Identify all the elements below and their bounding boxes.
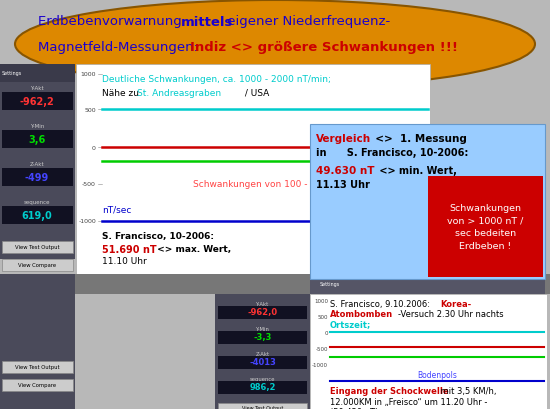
Text: Y-Akt: Y-Akt [256, 302, 269, 307]
Text: Schwankungen von 100 - 500: Schwankungen von 100 - 500 [192, 180, 327, 189]
Text: nT/sec: nT/sec [102, 205, 131, 214]
Bar [2, 93, 73, 111]
Text: View Compare: View Compare [18, 263, 56, 268]
Text: -1000: -1000 [312, 363, 328, 368]
Text: 1000: 1000 [80, 72, 96, 77]
Bar [2, 241, 73, 254]
Bar [0, 65, 75, 83]
Bar [2, 207, 73, 225]
Text: -1000: -1000 [78, 219, 96, 224]
Text: Korea-: Korea- [440, 300, 471, 309]
Bar [310, 274, 545, 294]
Bar [0, 65, 75, 259]
Text: Nähe zu: Nähe zu [102, 88, 142, 97]
Text: -499: -499 [25, 173, 49, 182]
Text: mit 3,5 KM/h,: mit 3,5 KM/h, [438, 387, 497, 396]
Text: View Test Output: View Test Output [15, 245, 59, 250]
Text: sequence: sequence [250, 377, 275, 382]
Text: -3,3: -3,3 [254, 333, 272, 342]
Text: Magnetfeld-Messungen:: Magnetfeld-Messungen: [38, 41, 206, 54]
Bar [76, 65, 430, 274]
Bar [218, 331, 307, 344]
Text: 986,2: 986,2 [249, 382, 276, 391]
Text: mittels: mittels [181, 16, 233, 29]
Text: Vergleich: Vergleich [316, 134, 371, 144]
Text: 49.630 nT: 49.630 nT [316, 166, 375, 175]
Text: sequence: sequence [24, 200, 50, 205]
Text: 0: 0 [92, 145, 96, 150]
Text: -962,0: -962,0 [248, 308, 278, 317]
Text: Erdbebenvorwarnung: Erdbebenvorwarnung [38, 16, 186, 29]
Text: Deutliche Schwankungen, ca. 1000 - 2000 nT/min;: Deutliche Schwankungen, ca. 1000 - 2000 … [102, 75, 331, 84]
Text: -962,2: -962,2 [20, 97, 54, 107]
Bar [215, 294, 310, 409]
Text: Z-Akt: Z-Akt [255, 352, 270, 357]
Text: S. Francisco, 9.10.2006:: S. Francisco, 9.10.2006: [330, 300, 433, 309]
Text: -Versuch 2.30 Uhr nachts: -Versuch 2.30 Uhr nachts [398, 310, 504, 319]
Bar [2, 361, 73, 373]
Bar [218, 403, 307, 409]
Text: 3,6: 3,6 [29, 135, 46, 145]
Text: <> max. Wert,: <> max. Wert, [154, 245, 231, 254]
Bar [428, 177, 543, 277]
Text: Y-Akt: Y-Akt [30, 86, 44, 91]
Text: 51.690 nT: 51.690 nT [102, 245, 157, 254]
Text: in      S. Francisco, 10-2006:: in S. Francisco, 10-2006: [316, 148, 469, 157]
Text: <>  1. Messung: <> 1. Messung [368, 134, 467, 144]
Bar [218, 381, 307, 394]
Text: S. Francisco, 10-2006:: S. Francisco, 10-2006: [102, 232, 214, 241]
Text: 1000: 1000 [314, 299, 328, 304]
Text: -4013: -4013 [249, 357, 276, 366]
Bar [2, 379, 73, 391]
Bar [2, 259, 73, 271]
Ellipse shape [15, 1, 535, 89]
Text: Atombomben: Atombomben [330, 310, 393, 319]
Text: View Test Output: View Test Output [242, 405, 283, 409]
Text: 11.13 Uhr: 11.13 Uhr [316, 180, 370, 189]
Text: -500: -500 [82, 182, 96, 187]
Text: -500: -500 [316, 347, 328, 352]
Bar [310, 294, 547, 409]
Bar [218, 306, 307, 319]
Bar [218, 356, 307, 369]
Text: / USA: / USA [242, 88, 270, 97]
Text: Y-Min: Y-Min [30, 124, 44, 129]
Text: View Compare: View Compare [18, 382, 56, 388]
Text: Z-Akt: Z-Akt [30, 162, 45, 167]
Text: Eingang der Schockwelle: Eingang der Schockwelle [330, 387, 449, 396]
Bar [310, 125, 545, 279]
Text: View Test Output: View Test Output [15, 364, 59, 370]
Text: Ortszeit;: Ortszeit; [330, 320, 371, 329]
Text: 500: 500 [317, 315, 328, 320]
Bar [2, 131, 73, 148]
Text: Bodenpols: Bodenpols [417, 371, 457, 380]
Text: eigener Niederfrequenz-: eigener Niederfrequenz- [223, 16, 390, 29]
Text: <> min. Wert,: <> min. Wert, [376, 166, 457, 175]
Bar [0, 274, 75, 409]
Text: 0: 0 [324, 331, 328, 336]
Text: St. Andreasgraben: St. Andreasgraben [137, 88, 221, 97]
Bar [2, 169, 73, 187]
Text: Y-Min: Y-Min [256, 327, 270, 332]
Text: 11.10 Uhr: 11.10 Uhr [102, 257, 147, 266]
Text: Settings: Settings [2, 71, 22, 76]
Text: Settings: Settings [320, 282, 340, 287]
Text: 12.000KM in „Freisco“ um 11.20 Uhr -: 12.000KM in „Freisco“ um 11.20 Uhr - [330, 398, 487, 407]
Text: Indiz <> größere Schwankungen !!!: Indiz <> größere Schwankungen !!! [190, 41, 458, 54]
Text: (50.420 nT): (50.420 nT) [330, 407, 378, 409]
Text: 500: 500 [84, 107, 96, 112]
Text: 619,0: 619,0 [21, 211, 52, 220]
Bar [0, 274, 550, 294]
Text: Schwankungen
von > 1000 nT /
sec bedeiten
Erdbeben !: Schwankungen von > 1000 nT / sec bedeite… [447, 204, 524, 250]
